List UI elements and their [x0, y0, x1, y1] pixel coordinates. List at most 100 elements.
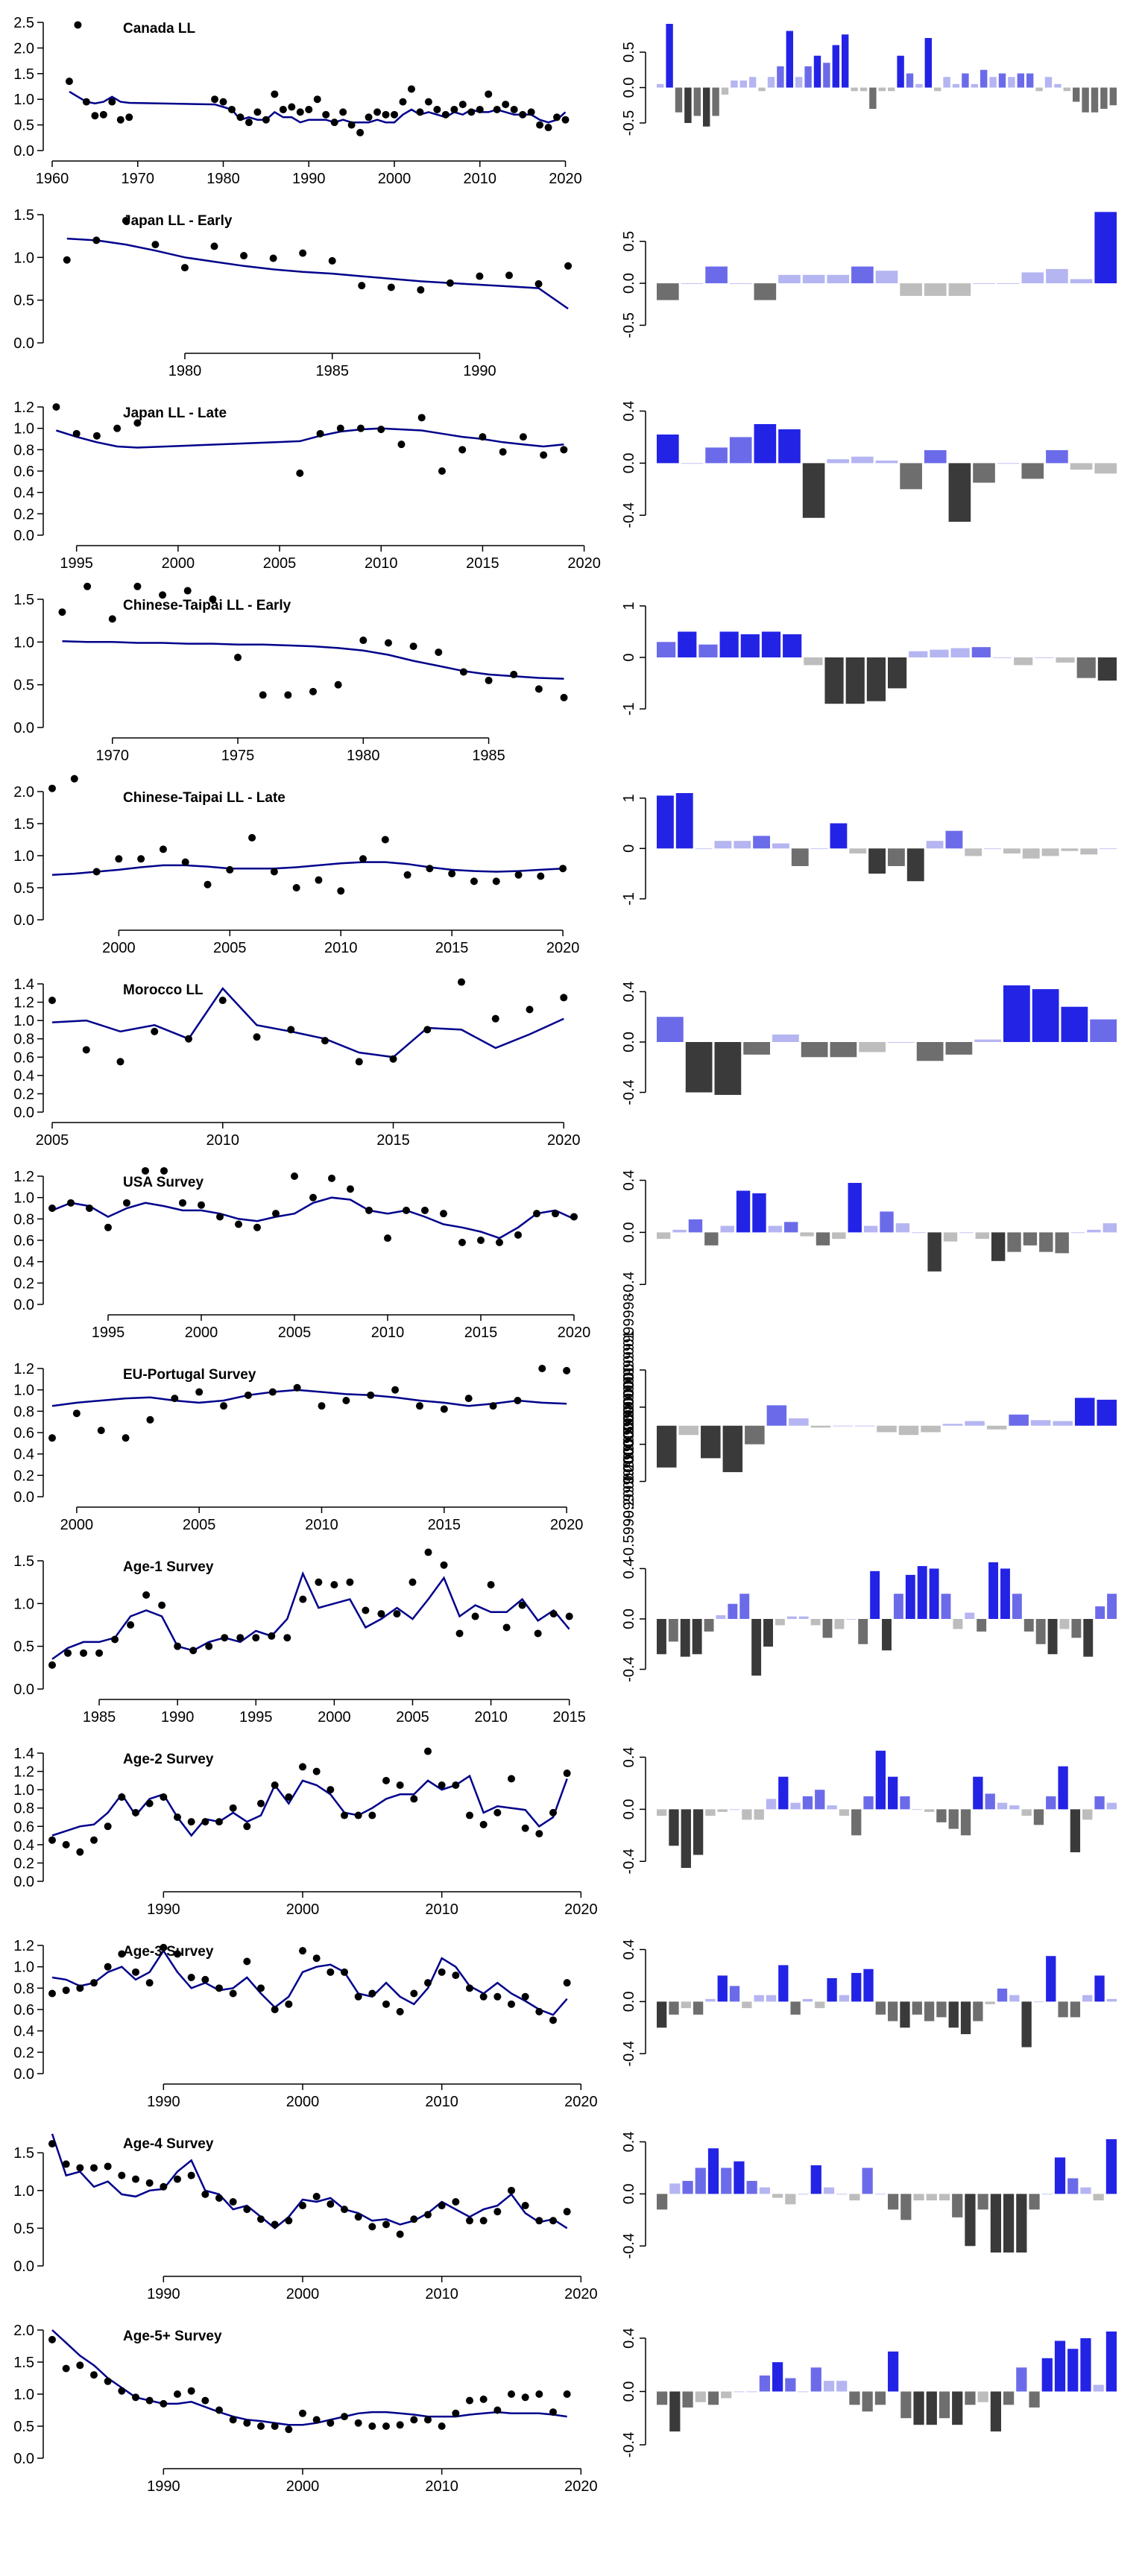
residual-bar — [657, 83, 664, 88]
observed-point — [409, 643, 417, 651]
residual-bar — [909, 651, 928, 657]
residual-bar — [1035, 87, 1043, 92]
residual-bar — [888, 848, 905, 866]
observed-point — [354, 1992, 362, 2001]
y-tick-label: 1.0 — [13, 848, 34, 865]
x-tick-label: 2005 — [213, 940, 247, 956]
x-tick-label: 2020 — [558, 1325, 591, 1341]
residual-bar — [1105, 2332, 1117, 2392]
observed-point — [76, 2164, 84, 2172]
observed-point — [257, 1984, 265, 1992]
residual-bar — [695, 2391, 706, 2402]
observed-point — [65, 78, 73, 86]
observed-point — [243, 1822, 251, 1831]
residual-bar — [1063, 87, 1070, 92]
residual-bar — [952, 2194, 963, 2217]
y-tick-label: 0.6 — [13, 1233, 34, 1249]
residual-bar — [997, 1802, 1008, 1810]
residual-bar — [990, 2391, 1001, 2432]
observed-point — [485, 676, 493, 684]
observed-point — [339, 108, 347, 116]
residual-bar — [839, 1995, 850, 2002]
x-tick-label: 1975 — [221, 748, 255, 764]
observed-point — [159, 591, 167, 599]
observed-point — [492, 877, 500, 886]
residual-bar — [705, 447, 728, 464]
residual-bar — [1016, 2194, 1027, 2253]
residual-bar — [975, 1232, 989, 1240]
observed-point — [174, 1642, 182, 1650]
residual-bar — [657, 1425, 677, 1468]
residual-bar — [657, 283, 679, 300]
residual-bar — [684, 87, 692, 123]
observed-point — [424, 1747, 432, 1755]
observed-point — [160, 1943, 168, 1951]
residual-y-tick-label: 0.0 — [621, 452, 637, 473]
y-tick-label: 1.0 — [13, 92, 34, 108]
y-tick-label: 1.5 — [13, 1553, 34, 1570]
residual-bar — [1100, 87, 1108, 109]
x-tick-label: 2005 — [278, 1325, 312, 1341]
residual-bar — [1097, 657, 1117, 681]
residual-bar — [688, 1219, 703, 1233]
residual-bar — [930, 649, 949, 657]
observed-point — [90, 1979, 98, 1987]
residual-plot: -0.4 0.0 0.4 — [621, 1747, 1117, 1874]
residual-bar — [924, 2001, 935, 2021]
residual-bar — [1003, 2391, 1015, 2405]
y-tick-label: 0.4 — [13, 2024, 34, 2040]
residual-y-tick-label: 0.0 — [621, 273, 637, 294]
residual-bar — [862, 2168, 873, 2194]
residual-bar — [858, 1619, 868, 1644]
observed-point — [187, 1818, 195, 1826]
residual-bar — [834, 1619, 845, 1629]
residual-bar — [830, 823, 848, 849]
residual-bar — [888, 2001, 898, 2021]
residual-bar — [778, 274, 801, 284]
residual-bar — [763, 1619, 773, 1647]
observed-point — [377, 1610, 385, 1618]
observed-point — [312, 2416, 321, 2424]
residual-bar — [1017, 73, 1024, 88]
observed-point — [438, 1781, 446, 1789]
residual-bar — [1093, 2194, 1104, 2201]
residual-y-tick-label: -0.4 — [621, 2041, 637, 2066]
observed-point — [270, 868, 278, 876]
residual-bar — [900, 1796, 910, 1810]
residual-bar — [802, 1796, 813, 1810]
y-tick-label: 0.2 — [13, 1855, 34, 1872]
residual-bar — [897, 55, 904, 88]
observed-point — [536, 121, 544, 129]
observed-point — [99, 110, 107, 119]
observed-point — [72, 429, 81, 438]
residual-bar — [1082, 1809, 1093, 1820]
observed-point — [83, 582, 92, 590]
y-tick-label: 0.5 — [13, 1639, 34, 1655]
fit-plot: 0.0 0.5 1.0 1.5 2.0 1990 2000 2010 2020 Age-5+ Su… — [13, 2323, 597, 2495]
observed-point — [133, 419, 142, 427]
observed-point — [396, 1781, 404, 1789]
residual-bar — [754, 1995, 764, 2002]
observed-point — [236, 1634, 245, 1642]
observed-point — [552, 1210, 559, 1218]
observed-point — [570, 1213, 578, 1221]
observed-point — [226, 865, 234, 874]
observed-point — [187, 2171, 195, 2179]
residual-bar — [657, 434, 679, 464]
observed-point — [508, 2186, 515, 2194]
observed-point — [458, 101, 467, 109]
observed-point — [452, 2198, 460, 2206]
residual-y-tick-label: 0.4 — [621, 1559, 637, 1579]
x-tick-label: 2015 — [464, 1325, 498, 1341]
observed-point — [142, 1591, 151, 1599]
x-tick-label: 1995 — [60, 555, 93, 572]
residual-bar — [1035, 657, 1054, 658]
residual-bar — [832, 45, 839, 88]
y-tick-label: 1.5 — [13, 592, 34, 608]
observed-point — [48, 1836, 56, 1844]
residual-bar — [839, 1809, 850, 1816]
y-tick-label: 0.0 — [13, 2258, 34, 2275]
residual-bar — [777, 66, 784, 88]
residual-bar — [869, 87, 877, 109]
observed-point — [145, 2396, 154, 2405]
